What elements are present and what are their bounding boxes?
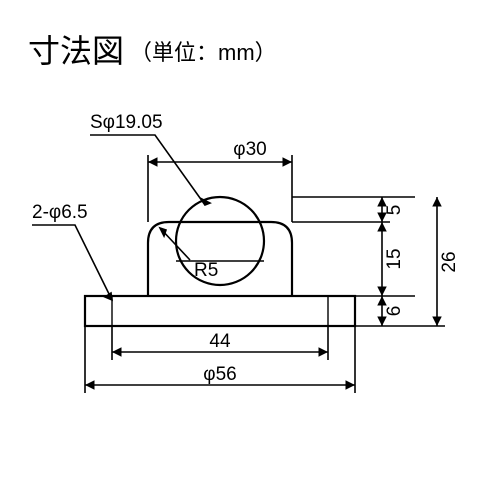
label-56: φ56 (203, 364, 236, 385)
leader-r5 (160, 228, 190, 260)
label-6: 6 (384, 306, 405, 317)
leader-sphere-dia (90, 135, 210, 205)
title-sub: （単位：mm） (130, 40, 277, 65)
title-main: 寸法図 (28, 33, 124, 69)
label-26: 26 (439, 251, 460, 272)
label-sphere-dia: Sφ19.05 (90, 112, 163, 133)
label-15: 15 (384, 248, 405, 269)
flange (85, 296, 355, 326)
label-hole-dia: 2-φ6.5 (32, 202, 88, 223)
leader-hole-dia (32, 225, 112, 300)
drawing (85, 197, 355, 326)
dim-top-dia (148, 155, 292, 222)
sphere (176, 197, 264, 285)
label-r5: R5 (194, 260, 218, 281)
label-top-dia: φ30 (233, 139, 266, 160)
label-5: 5 (384, 205, 405, 216)
label-44: 44 (209, 331, 231, 352)
